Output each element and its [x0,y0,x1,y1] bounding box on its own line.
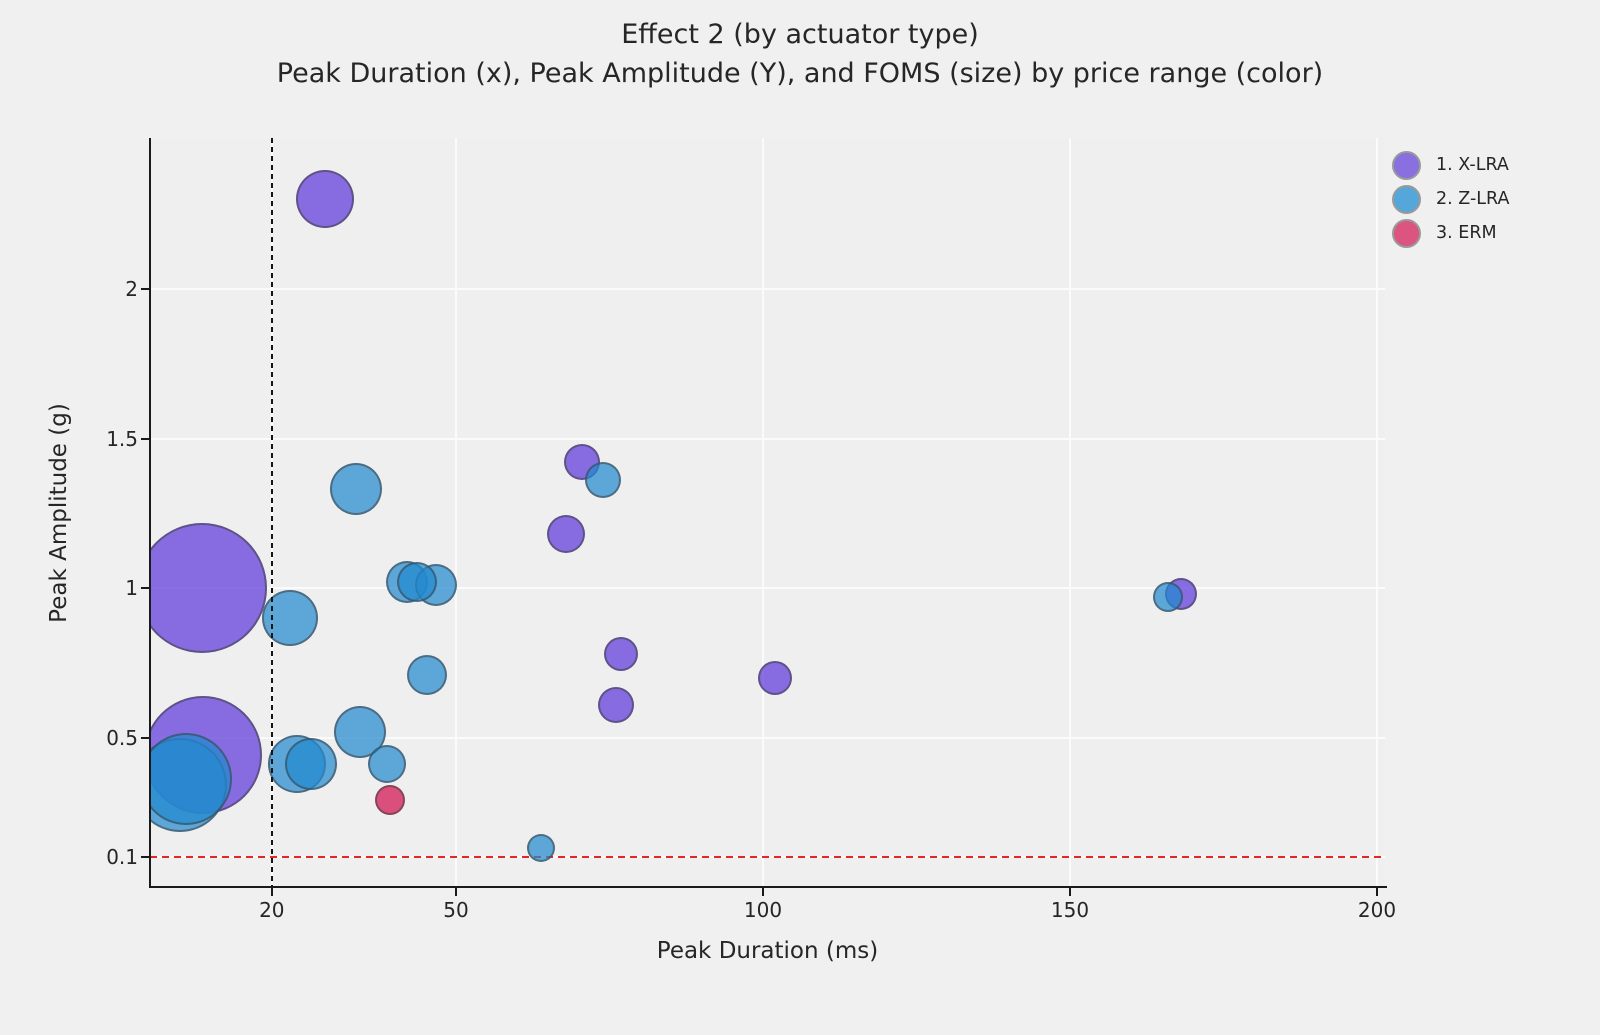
x-tick-label: 150 [1050,898,1090,922]
legend-item-label: 2. Z-LRA [1436,189,1510,209]
gridline-vertical [1376,138,1378,887]
legend-item: 2. Z-LRA [1392,182,1509,216]
bubble-x-lra [150,523,267,653]
y-axis-spine [149,138,151,888]
y-tick-label: 1.5 [106,426,138,451]
bubble-x-lra [598,686,635,723]
x-axis-spine [149,886,1387,888]
x-tick-mark [1376,888,1378,896]
x-axis-label: Peak Duration (ms) [656,938,879,964]
bubble-z-lra [584,462,621,499]
legend-item: 3. ERM [1392,216,1509,250]
gridline-vertical [455,138,457,887]
y-tick-mark [141,437,149,440]
legend-swatch-circle [1392,218,1421,248]
legend-swatch-circle [1392,150,1421,180]
gridline-vertical [1069,138,1071,887]
gridline-horizontal [150,587,1385,589]
bubble-z-lra [329,463,382,516]
plot-area [150,138,1385,887]
reference-line-vertical [270,138,273,887]
x-tick-label: 100 [743,898,783,922]
gridline-horizontal [150,736,1385,739]
reference-line-horizontal [150,856,1385,859]
y-tick-mark [141,288,149,290]
x-tick-mark [270,888,273,896]
legend-item-label: 3. ERM [1436,223,1497,243]
bubble-z-lra [368,745,407,784]
bubble-x-lra [296,170,355,229]
legend-item: 1. X-LRA [1392,148,1509,182]
y-axis-label: Peak Amplitude (g) [46,402,72,623]
x-tick-mark [1069,888,1071,896]
bubble-z-lra [407,654,448,695]
gridline-horizontal [150,437,1385,440]
x-tick-label: 20 [259,898,285,922]
legend: 1. X-LRA 2. Z-LRA 3. ERM [1392,148,1509,250]
y-tick-mark [141,736,149,739]
gridline-vertical [762,138,764,887]
chart-subtitle: Peak Duration (x), Peak Amplitude (Y), a… [276,58,1324,89]
y-tick-label: 0.1 [106,845,138,870]
bubble-z-lra [285,738,338,791]
bubble-x-lra [758,660,793,695]
bubble-x-lra [604,636,639,671]
x-tick-label: 200 [1357,898,1397,922]
y-tick-mark [141,856,149,859]
chart-title: Effect 2 (by actuator type) [621,19,979,50]
x-tick-mark [762,888,764,896]
legend-item-label: 1. X-LRA [1436,155,1509,175]
legend-swatch-circle [1392,184,1421,214]
x-tick-mark [455,888,457,896]
bubble-z-lra [526,834,555,863]
bubble-z-lra [396,562,437,603]
bubble-erm [374,785,405,816]
y-tick-mark [141,587,149,589]
bubble-z-lra [150,733,232,826]
y-tick-label: 2 [125,277,138,301]
x-tick-label: 50 [443,898,469,922]
bubble-z-lra [1153,581,1184,612]
y-tick-label: 1 [125,576,138,600]
gridline-horizontal [150,288,1385,290]
y-tick-label: 0.5 [106,725,138,750]
bubble-x-lra [546,515,585,554]
